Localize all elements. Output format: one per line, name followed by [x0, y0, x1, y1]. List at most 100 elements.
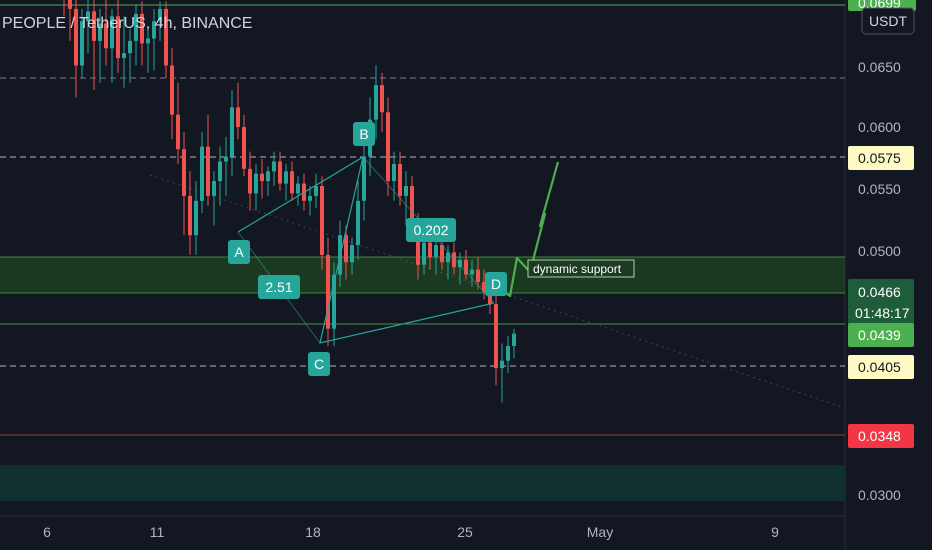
candle-body — [260, 173, 264, 182]
ratio-label-bcd[interactable]: 0.202 — [406, 218, 456, 242]
price-tag-0575: 0.0575 — [848, 146, 914, 170]
dynamic-support-text: dynamic support — [533, 262, 622, 276]
time-tick-18: 18 — [305, 524, 321, 540]
dynamic-support-note[interactable]: dynamic support — [527, 259, 635, 278]
candle — [464, 250, 468, 280]
candle-body — [476, 269, 480, 282]
candle-body — [248, 168, 252, 194]
candle-body — [242, 127, 246, 169]
candle-body — [218, 161, 222, 182]
candle-body — [188, 195, 192, 236]
ratio-label-xab[interactable]: 2.51 — [258, 275, 300, 299]
candle-body — [170, 65, 174, 115]
pattern-point-b[interactable]: B — [353, 122, 375, 146]
candle-body — [362, 156, 366, 201]
candle-body — [284, 171, 288, 184]
candle — [170, 48, 174, 140]
currency-badge-text: USDT — [869, 13, 908, 29]
candle-body — [332, 274, 336, 329]
candle — [146, 28, 150, 73]
candle — [380, 72, 384, 132]
candle — [278, 151, 282, 191]
candle — [200, 131, 204, 214]
candle — [218, 146, 222, 206]
candle — [110, 8, 114, 83]
candle — [470, 259, 474, 287]
candle — [98, 8, 102, 83]
candle — [116, 0, 120, 73]
candle-body — [464, 259, 468, 275]
candle-body — [506, 345, 510, 361]
ratio-bcd-text: 0.202 — [413, 222, 448, 238]
candle-body — [134, 13, 138, 41]
candle — [392, 151, 396, 201]
candle — [434, 237, 438, 275]
candle-body — [212, 181, 216, 196]
candle-body — [104, 23, 108, 49]
candle-body — [434, 245, 438, 258]
candle-body — [122, 53, 126, 59]
symbol-title: PEOPLE / TetherUS, 4h, BINANCE — [2, 15, 252, 32]
price-tag-0348-text: 0.0348 — [858, 428, 901, 444]
candle-body — [74, 8, 78, 66]
candle — [104, 0, 108, 66]
price-tag-current: 0.0466 01:48:17 — [848, 279, 914, 325]
pattern-point-a[interactable]: A — [228, 240, 250, 264]
candle — [308, 186, 312, 216]
candle — [326, 237, 330, 346]
candle-body — [68, 0, 72, 9]
price-tag-0405: 0.0405 — [848, 355, 914, 379]
candle — [344, 225, 348, 280]
price-tag-0405-text: 0.0405 — [858, 359, 901, 375]
candle — [242, 114, 246, 177]
candle — [182, 131, 186, 236]
candle — [482, 269, 486, 300]
price-tag-0348: 0.0348 — [848, 424, 914, 448]
candle-body — [236, 107, 240, 127]
candle — [296, 176, 300, 206]
candle — [494, 294, 498, 386]
candle-body — [158, 8, 162, 22]
candle — [500, 343, 504, 403]
candle — [122, 16, 126, 88]
pattern-point-d[interactable]: D — [485, 272, 507, 296]
candle-body — [206, 146, 210, 196]
candle-body — [296, 183, 300, 194]
lower-zone — [0, 465, 845, 501]
candle-body — [80, 21, 84, 66]
candle-body — [374, 85, 378, 120]
candle — [80, 8, 84, 78]
candle-body — [482, 281, 486, 292]
time-tick-6: 6 — [43, 524, 51, 540]
candle-body — [470, 269, 474, 275]
candle-body — [98, 23, 102, 41]
price-tick-0500: 0.0500 — [858, 243, 901, 259]
pattern-abcd-path — [237, 155, 495, 344]
candle — [158, 1, 162, 41]
candle — [350, 237, 354, 275]
price-tag-0699-text: 0.0699 — [858, 0, 901, 11]
candle — [194, 181, 198, 255]
candle-body — [200, 146, 204, 201]
candle-body — [128, 40, 132, 54]
candle — [188, 171, 192, 255]
candle-body — [254, 173, 258, 194]
price-tag-0439: 0.0439 — [848, 323, 914, 347]
candle — [128, 28, 132, 83]
candle-body — [266, 171, 270, 182]
candle — [68, 0, 72, 41]
candle-body — [314, 186, 318, 196]
price-tick-0550: 0.0550 — [858, 181, 901, 197]
currency-badge[interactable]: USDT — [861, 7, 915, 35]
candle-body — [140, 13, 144, 44]
time-tick-25: 25 — [457, 524, 473, 540]
candle-body — [290, 171, 294, 194]
candle — [362, 139, 366, 221]
candle — [176, 82, 180, 164]
candle-body — [446, 252, 450, 263]
candle — [164, 1, 168, 78]
candle — [260, 158, 264, 199]
candle — [212, 171, 216, 226]
pattern-point-c[interactable]: C — [308, 352, 330, 376]
